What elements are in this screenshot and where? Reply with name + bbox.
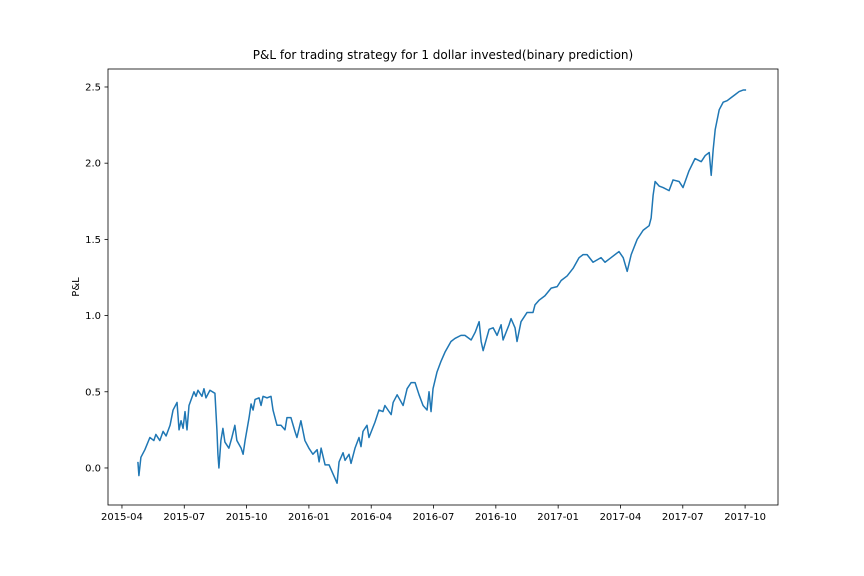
x-tick-label: 2016-07 (413, 512, 455, 523)
y-tick-label: 0.5 (85, 387, 101, 398)
axes-frame (107, 68, 779, 506)
y-tick-label: 2.0 (85, 159, 101, 170)
y-tick-label: 2.5 (85, 82, 101, 93)
x-tick-label: 2017-07 (662, 512, 704, 523)
y-axis-label: P&L (71, 277, 82, 297)
x-tick-label: 2017-04 (600, 512, 642, 523)
x-tick-label: 2016-10 (475, 512, 517, 523)
y-tick-label: 1.5 (85, 235, 101, 246)
x-tick-label: 2016-04 (350, 512, 392, 523)
y-tick-label: 0.0 (85, 463, 101, 474)
chart-title: P&L for trading strategy for 1 dollar in… (253, 48, 633, 62)
line-series (137, 89, 747, 484)
x-tick-label: 2015-10 (226, 512, 268, 523)
x-tick-label: 2016-01 (288, 512, 330, 523)
x-tick-label: 2015-04 (101, 512, 143, 523)
x-tick-label: 2015-07 (163, 512, 205, 523)
y-tick-label: 1.0 (85, 311, 101, 322)
x-tick-label: 2017-01 (537, 512, 579, 523)
x-tick-label: 2017-10 (724, 512, 766, 523)
